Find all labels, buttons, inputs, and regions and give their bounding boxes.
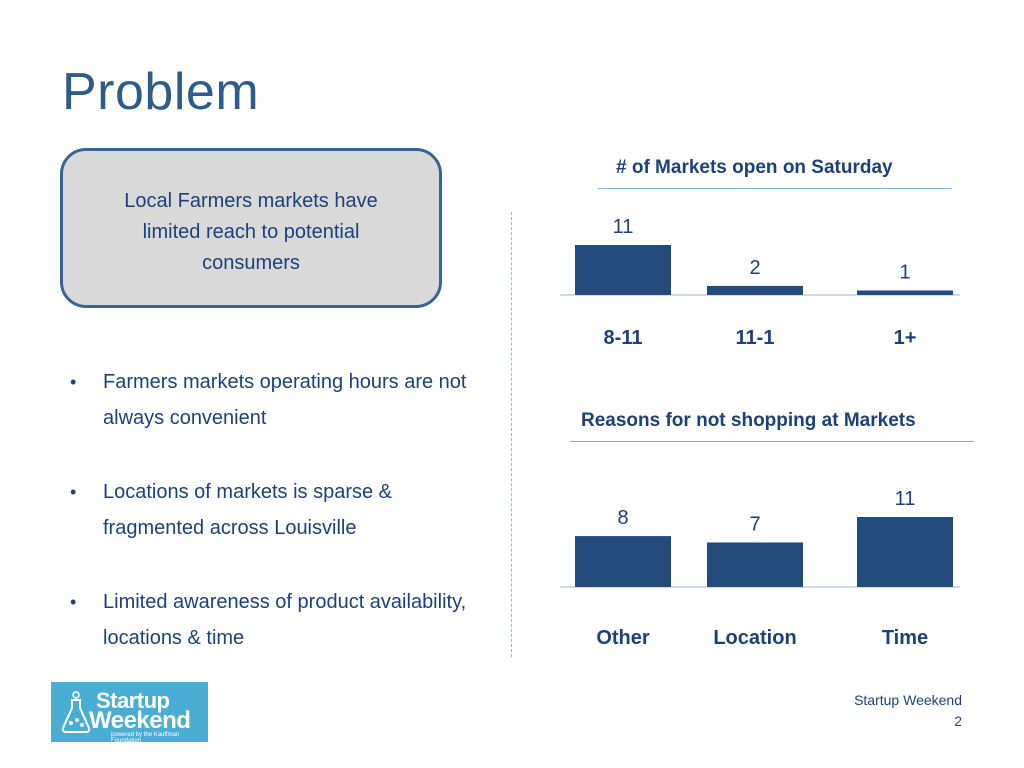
- bar-Time: [857, 517, 953, 587]
- data-label: 2: [749, 257, 760, 279]
- slide-footer: Startup Weekend 2: [854, 690, 962, 732]
- chart1-title-underline: [598, 188, 952, 189]
- bullet-item: Farmers markets operating hours are not …: [70, 364, 470, 436]
- bullet-list: Farmers markets operating hours are not …: [70, 364, 470, 694]
- category-label: 11-1: [736, 327, 775, 349]
- category-label: 8-11: [604, 327, 643, 349]
- startup-weekend-logo: Startup Weekend powered by the Kauffman …: [51, 682, 208, 744]
- data-label: 7: [749, 513, 760, 535]
- logo-tagline: powered by the Kauffman Foundation: [111, 732, 180, 744]
- category-label: Time: [882, 627, 928, 649]
- logo-text-startup: Startup: [96, 688, 170, 713]
- chart1-title: # of Markets open on Saturday: [616, 157, 893, 178]
- page-number: 2: [954, 713, 962, 729]
- problem-callout: Local Farmers markets have limited reach…: [60, 148, 442, 308]
- bar-8-11: [575, 245, 671, 295]
- bar-1+: [857, 290, 953, 295]
- callout-text: Local Farmers markets have limited reach…: [124, 190, 378, 274]
- category-label: Other: [596, 627, 650, 649]
- slide-title: Problem: [62, 63, 260, 121]
- data-label: 1: [899, 261, 910, 283]
- chart-reasons-not-shopping: 8 Other 7 Location 11 Time: [560, 488, 960, 649]
- logo-text-weekend: Weekend: [89, 707, 191, 734]
- chart2-title-underline: [570, 441, 974, 442]
- bullet-item: Locations of markets is sparse & fragmen…: [70, 474, 470, 546]
- bar-Other: [575, 536, 671, 587]
- chart-markets-saturday: 11 8-11 2 11-1 1 1+: [560, 216, 960, 349]
- bullet-item: Limited awareness of product availabilit…: [70, 584, 470, 656]
- data-label: 11: [895, 488, 916, 510]
- data-label: 8: [617, 507, 628, 529]
- footer-label: Startup Weekend: [854, 692, 962, 708]
- vertical-divider: [511, 212, 512, 657]
- flask-icon: [61, 691, 91, 733]
- bar-11-1: [707, 285, 803, 295]
- category-label: 1+: [894, 327, 917, 349]
- chart2-title: Reasons for not shopping at Markets: [581, 410, 916, 431]
- category-label: Location: [713, 627, 796, 649]
- data-label: 11: [613, 216, 634, 238]
- bar-Location: [707, 542, 803, 587]
